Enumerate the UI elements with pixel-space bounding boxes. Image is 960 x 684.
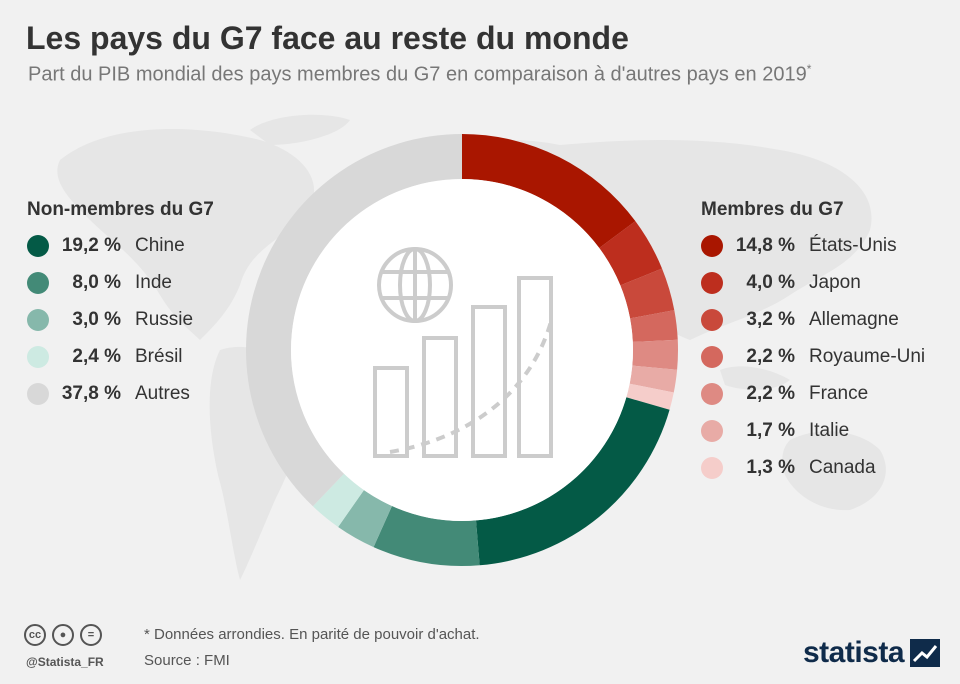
donut-slice-france	[632, 339, 678, 370]
legend-item-bresil: 2,4 % Brésil	[27, 338, 214, 375]
legend-item-inde: 8,0 % Inde	[27, 264, 214, 301]
statista-logo-icon	[910, 639, 941, 667]
legend-label: Inde	[135, 271, 172, 293]
g7-legend: Membres du G7 14,8 % États-Unis 4,0 % Ja…	[701, 199, 925, 486]
legend-value: 14,8 %	[735, 234, 795, 256]
legend-value: 1,7 %	[746, 419, 795, 441]
legend-dot	[27, 382, 49, 405]
legend-dot	[701, 419, 723, 442]
subtitle-text: Part du PIB mondial des pays membres du …	[28, 63, 807, 86]
legend-label: Chine	[135, 234, 185, 256]
non-g7-legend-title: Non-membres du G7	[27, 199, 214, 220]
legend-label: France	[809, 382, 869, 404]
donut-slice-allemagne	[620, 268, 675, 319]
legend-item-canada: 1,3 % Canada	[701, 449, 925, 486]
legend-value: 1,3 %	[746, 456, 795, 478]
chart-title: Les pays du G7 face au reste du monde	[26, 20, 629, 56]
legend-dot	[27, 271, 49, 294]
legend-value: 4,0 %	[746, 271, 795, 293]
legend-item-etats-unis: 14,8 % États-Unis	[701, 227, 925, 264]
legend-item-russie: 3,0 % Russie	[27, 301, 214, 338]
g7-legend-title: Membres du G7	[701, 199, 844, 220]
donut-slice-etats-unis	[462, 134, 636, 249]
license-icons: cc ● =	[24, 624, 102, 646]
legend-dot	[701, 345, 723, 368]
legend-value: 2,2 %	[746, 382, 795, 404]
legend-item-chine: 19,2 % Chine	[27, 227, 214, 264]
legend-dot	[27, 308, 49, 331]
legend-label: Japon	[809, 271, 861, 293]
donut-center	[291, 179, 633, 521]
donut-slice-chine	[475, 397, 670, 566]
donut-slice-italie	[629, 365, 678, 393]
legend-label: Brésil	[135, 345, 183, 367]
legend-dot	[27, 234, 49, 257]
statista-wordmark: statista	[803, 636, 905, 669]
nd-icon[interactable]: =	[80, 624, 102, 646]
legend-label: Russie	[135, 308, 194, 330]
statista-brand[interactable]: statista	[803, 636, 941, 670]
legend-dot	[701, 456, 723, 479]
legend-value: 2,4 %	[72, 345, 121, 367]
donut-slices	[245, 134, 678, 566]
legend-item-japon: 4,0 % Japon	[701, 264, 925, 301]
legend-label: États-Unis	[809, 234, 897, 256]
legend-dot	[701, 308, 723, 331]
legend-value: 37,8 %	[61, 382, 121, 404]
donut-slice-russie	[338, 490, 392, 548]
legend-item-france: 2,2 % France	[701, 375, 925, 412]
legend-dot	[701, 271, 723, 294]
globe-growth-bar-chart-icon	[373, 247, 554, 458]
legend-item-allemagne: 3,2 % Allemagne	[701, 301, 925, 338]
donut-slice-royaume-uni	[630, 310, 678, 342]
legend-value: 2,2 %	[746, 345, 795, 367]
cc-icon[interactable]: cc	[24, 624, 46, 646]
legend-dot	[701, 234, 723, 257]
twitter-handle[interactable]: @Statista_FR	[26, 655, 104, 669]
legend-item-italie: 1,7 % Italie	[701, 412, 925, 449]
chart-subtitle: Part du PIB mondial des pays membres du …	[28, 62, 811, 87]
legend-dot	[701, 382, 723, 405]
legend-label: Italie	[809, 419, 850, 441]
donut-slice-japon	[599, 221, 663, 286]
donut-slice-inde	[373, 506, 480, 566]
donut-slice-canada	[626, 383, 674, 410]
non-g7-legend: Non-membres du G7 19,2 % Chine 8,0 % Ind…	[27, 199, 214, 412]
legend-label: Allemagne	[809, 308, 899, 330]
legend-value: 8,0 %	[72, 271, 121, 293]
donut-slice-autres	[245, 134, 462, 507]
legend-label: Autres	[135, 382, 190, 404]
legend-item-autres: 37,8 % Autres	[27, 375, 214, 412]
legend-value: 3,2 %	[746, 308, 795, 330]
legend-label: Canada	[809, 456, 876, 478]
source-note: Source : FMI	[144, 652, 230, 669]
subtitle-footnote-mark: *	[806, 62, 812, 76]
by-icon[interactable]: ●	[52, 624, 74, 646]
footnote: * Données arrondies. En parité de pouvoi…	[144, 626, 480, 643]
legend-dot	[27, 345, 49, 368]
legend-value: 19,2 %	[61, 234, 121, 256]
donut-slice-bresil	[312, 473, 364, 527]
legend-item-royaume-uni: 2,2 % Royaume-Uni	[701, 338, 925, 375]
legend-label: Royaume-Uni	[809, 345, 926, 367]
legend-value: 3,0 %	[72, 308, 121, 330]
